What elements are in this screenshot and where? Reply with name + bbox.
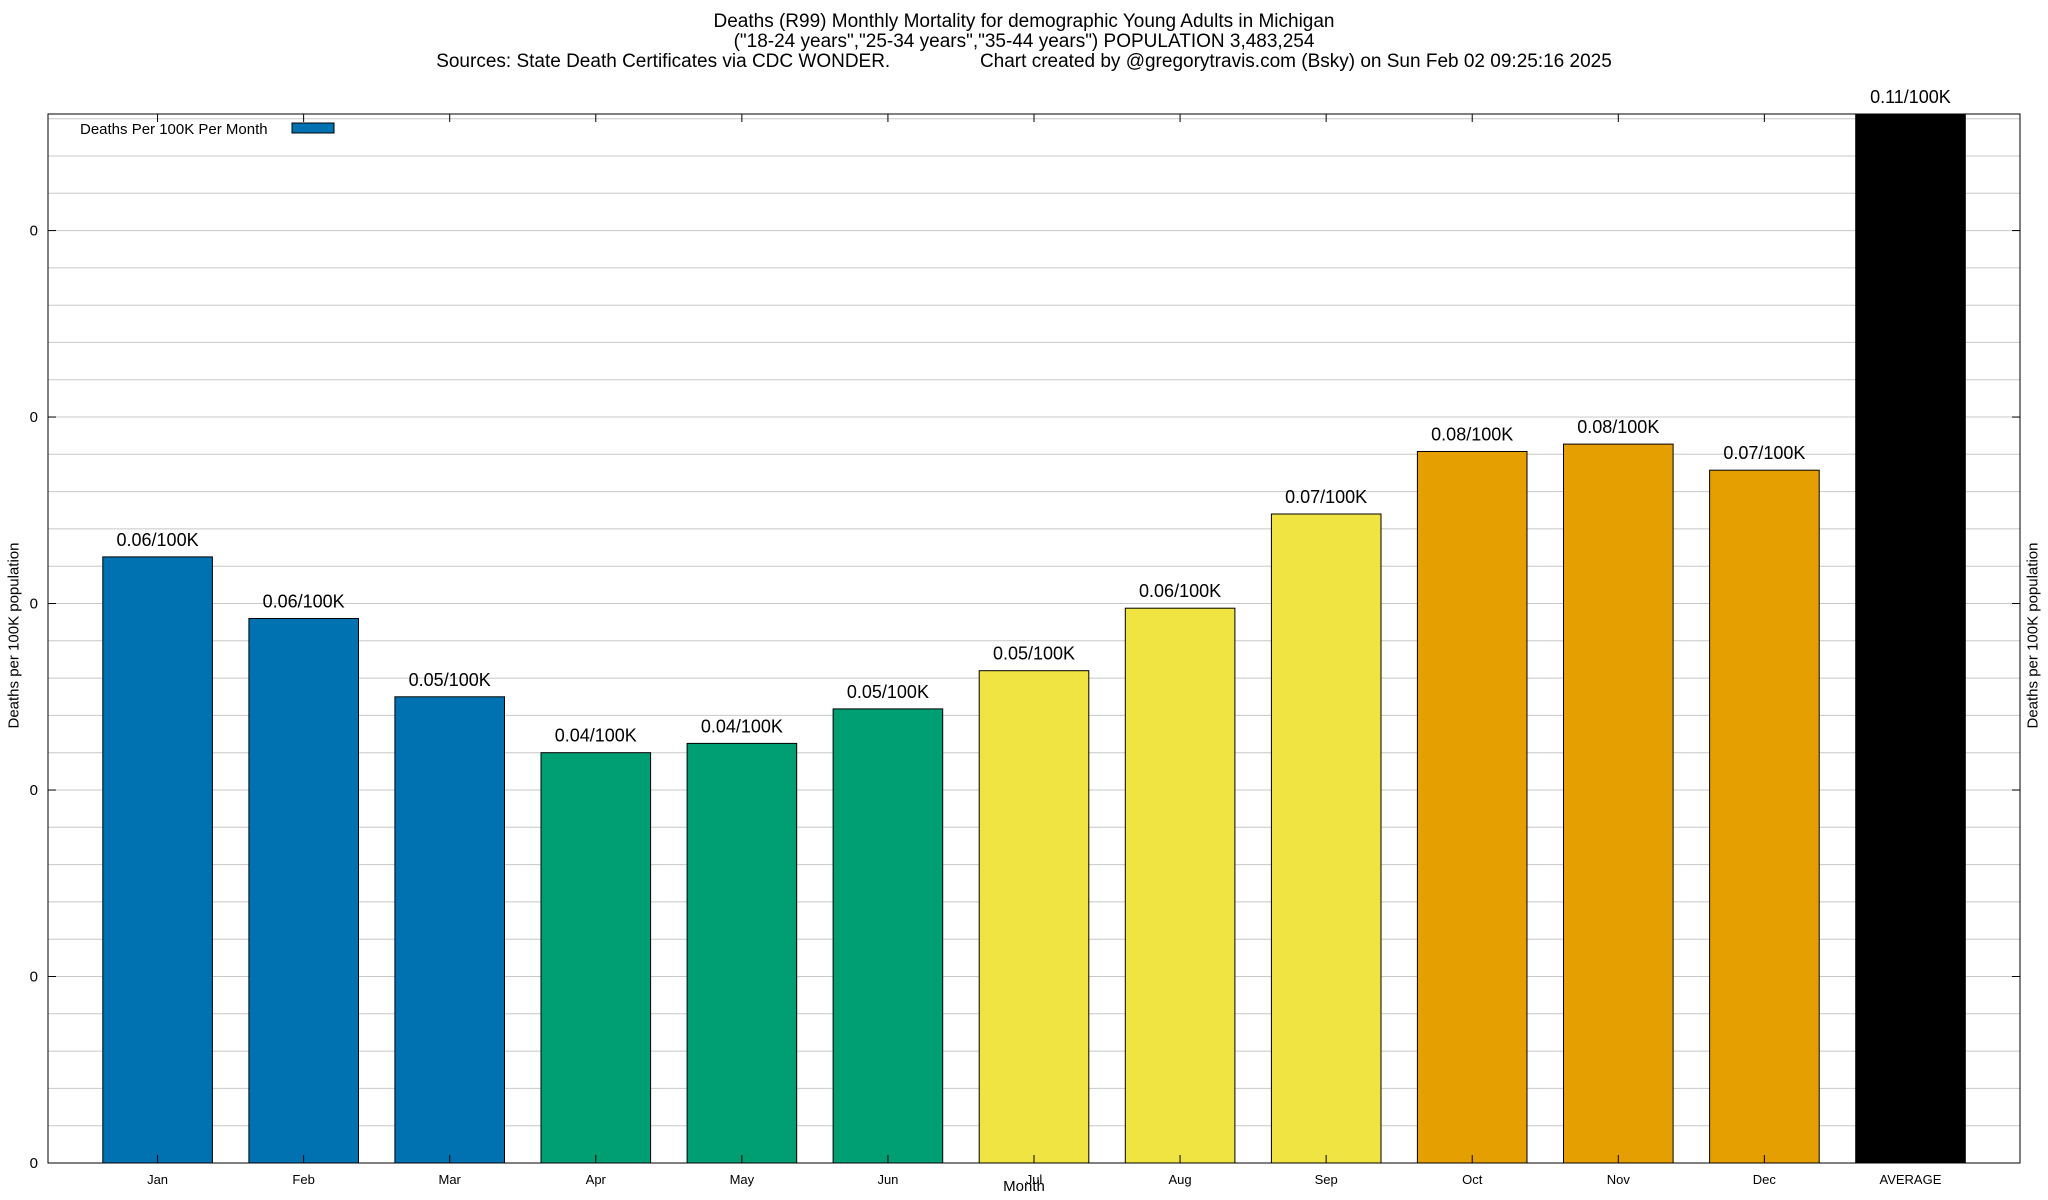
bar xyxy=(1855,113,1966,1164)
bar-data-label: 0.06/100K xyxy=(1139,581,1221,601)
bar-data-label: 0.08/100K xyxy=(1577,417,1659,437)
bar xyxy=(832,708,944,1164)
x-tick-label: May xyxy=(730,1172,755,1187)
x-tick-label: Oct xyxy=(1462,1172,1483,1187)
chart-title-block: Deaths (R99) Monthly Mortality for demog… xyxy=(0,12,2048,72)
x-tick-label: Aug xyxy=(1169,1172,1192,1187)
y-tick-label: 0 xyxy=(30,223,38,240)
bar-data-label: 0.07/100K xyxy=(1285,487,1367,507)
bar xyxy=(540,752,652,1164)
chart-source-line: Sources: State Death Certificates via CD… xyxy=(436,51,1612,72)
y-axis-label-left: Deaths per 100K population xyxy=(5,542,23,729)
bar xyxy=(1563,443,1674,1164)
chart-subtitle: ("18-24 years","25-34 years","35-44 year… xyxy=(733,31,1315,52)
bar-data-label: 0.06/100K xyxy=(117,530,199,550)
y-tick-label: 0 xyxy=(30,969,38,986)
y-tick-label: 0 xyxy=(30,782,38,799)
legend-swatch xyxy=(291,122,335,134)
bar xyxy=(686,742,798,1164)
bar-data-label: 0.08/100K xyxy=(1431,425,1513,445)
x-tick-label: Feb xyxy=(292,1172,314,1187)
bar xyxy=(1270,513,1382,1164)
x-axis-label: Month xyxy=(1003,1178,1045,1195)
bar-data-label: 0.05/100K xyxy=(993,644,1075,664)
bar-data-label: 0.11/100K xyxy=(1870,87,1951,107)
x-tick-label: Apr xyxy=(586,1172,607,1187)
bar-data-label: 0.05/100K xyxy=(409,670,491,690)
chart-title: Deaths (R99) Monthly Mortality for demog… xyxy=(713,11,1335,32)
x-tick-label: AVERAGE xyxy=(1879,1172,1941,1187)
bar-data-label: 0.04/100K xyxy=(701,716,783,736)
y-tick-label: 0 xyxy=(30,596,38,613)
bar xyxy=(978,670,1090,1164)
x-tick-label: Dec xyxy=(1753,1172,1777,1187)
bar xyxy=(102,556,213,1164)
bar-data-label: 0.04/100K xyxy=(555,726,637,746)
legend-label: Deaths Per 100K Per Month xyxy=(80,121,268,138)
x-tick-label: Sep xyxy=(1315,1172,1338,1187)
bar-data-label: 0.07/100K xyxy=(1723,443,1805,463)
bar xyxy=(1124,607,1236,1164)
x-tick-label: Mar xyxy=(439,1172,462,1187)
bar xyxy=(248,618,359,1164)
x-tick-label: Jan xyxy=(147,1172,168,1187)
x-tick-label: Nov xyxy=(1607,1172,1631,1187)
bar xyxy=(1709,469,1820,1164)
y-tick-label: 0 xyxy=(30,1155,38,1172)
x-tick-label: Jun xyxy=(877,1172,898,1187)
x-tick-label: Jul xyxy=(1026,1172,1043,1187)
y-tick-label: 0 xyxy=(30,409,38,426)
bar xyxy=(1416,451,1528,1164)
y-axis-label-right: Deaths per 100K population xyxy=(2024,542,2042,729)
bar xyxy=(394,696,505,1164)
bar-data-label: 0.06/100K xyxy=(263,591,345,611)
bar-data-label: 0.05/100K xyxy=(847,682,929,702)
